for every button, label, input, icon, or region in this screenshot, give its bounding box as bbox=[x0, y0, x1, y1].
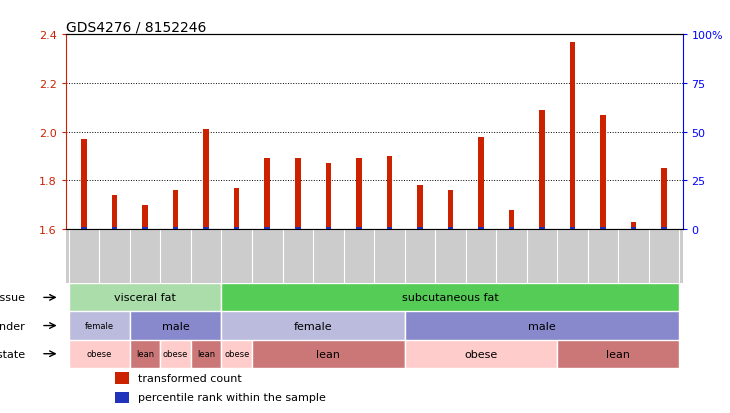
Text: male: male bbox=[529, 321, 556, 331]
Text: obese: obese bbox=[87, 349, 112, 358]
Text: percentile rank within the sample: percentile rank within the sample bbox=[139, 392, 326, 402]
Text: gender: gender bbox=[0, 321, 26, 331]
Bar bbox=[221, 340, 252, 368]
Bar bbox=[478, 227, 484, 230]
Bar bbox=[173, 227, 178, 230]
Bar bbox=[69, 340, 130, 368]
Bar bbox=[69, 284, 221, 312]
Text: obese: obese bbox=[163, 349, 188, 358]
Text: disease state: disease state bbox=[0, 349, 26, 359]
Bar bbox=[356, 159, 361, 230]
Text: male: male bbox=[162, 321, 190, 331]
Text: lean: lean bbox=[136, 349, 154, 358]
Bar bbox=[631, 222, 637, 230]
Bar bbox=[447, 191, 453, 230]
Text: obese: obese bbox=[224, 349, 250, 358]
Bar bbox=[204, 130, 209, 230]
Bar bbox=[417, 227, 423, 230]
Bar bbox=[631, 227, 637, 230]
Text: tissue: tissue bbox=[0, 293, 26, 303]
Bar bbox=[221, 284, 680, 312]
Bar bbox=[326, 227, 331, 230]
Bar bbox=[204, 227, 209, 230]
Bar bbox=[417, 186, 423, 230]
Bar bbox=[661, 169, 667, 230]
Bar bbox=[447, 227, 453, 230]
Bar bbox=[115, 392, 128, 404]
Bar bbox=[234, 227, 239, 230]
Bar bbox=[356, 227, 361, 230]
Bar bbox=[173, 191, 178, 230]
Bar bbox=[600, 227, 606, 230]
Bar bbox=[570, 43, 575, 230]
Bar bbox=[264, 227, 270, 230]
Bar bbox=[69, 312, 130, 340]
Text: lean: lean bbox=[197, 349, 215, 358]
Bar bbox=[509, 210, 515, 230]
Bar bbox=[509, 227, 515, 230]
Bar bbox=[191, 340, 221, 368]
Bar bbox=[570, 227, 575, 230]
Bar bbox=[234, 188, 239, 230]
Text: transformed count: transformed count bbox=[139, 373, 242, 383]
Text: lean: lean bbox=[607, 349, 631, 359]
Bar bbox=[387, 227, 392, 230]
Text: GDS4276 / 8152246: GDS4276 / 8152246 bbox=[66, 20, 206, 34]
Bar bbox=[387, 157, 392, 230]
Bar bbox=[661, 227, 667, 230]
Text: female: female bbox=[293, 321, 332, 331]
Text: visceral fat: visceral fat bbox=[114, 293, 176, 303]
Bar bbox=[252, 340, 404, 368]
Bar bbox=[539, 110, 545, 230]
Bar bbox=[404, 340, 557, 368]
Bar bbox=[557, 340, 680, 368]
Text: obese: obese bbox=[464, 349, 498, 359]
Bar bbox=[221, 312, 404, 340]
Bar bbox=[161, 340, 191, 368]
Bar bbox=[600, 115, 606, 230]
Bar bbox=[130, 312, 221, 340]
Bar bbox=[142, 205, 148, 230]
Bar bbox=[295, 159, 301, 230]
Text: subcutaneous fat: subcutaneous fat bbox=[402, 293, 499, 303]
Bar bbox=[326, 164, 331, 230]
Bar bbox=[539, 227, 545, 230]
Bar bbox=[112, 196, 118, 230]
Bar bbox=[478, 137, 484, 230]
Text: lean: lean bbox=[316, 349, 340, 359]
Bar bbox=[81, 227, 87, 230]
Bar bbox=[264, 159, 270, 230]
Bar bbox=[142, 227, 148, 230]
Text: female: female bbox=[85, 321, 114, 330]
Bar bbox=[112, 227, 118, 230]
Bar bbox=[130, 340, 161, 368]
Bar bbox=[115, 372, 128, 384]
Bar bbox=[295, 227, 301, 230]
Bar bbox=[404, 312, 680, 340]
Bar bbox=[81, 140, 87, 230]
